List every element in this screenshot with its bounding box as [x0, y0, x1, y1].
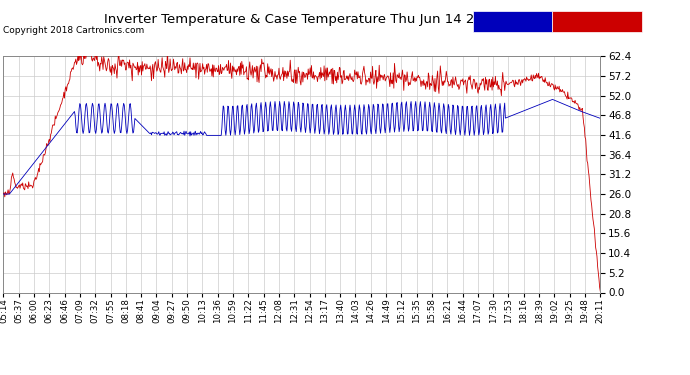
Text: Inverter  (°C): Inverter (°C) — [554, 16, 636, 27]
Text: Case  (°C): Case (°C) — [475, 16, 533, 27]
Text: Inverter Temperature & Case Temperature Thu Jun 14 20:29: Inverter Temperature & Case Temperature … — [104, 13, 504, 26]
Text: Copyright 2018 Cartronics.com: Copyright 2018 Cartronics.com — [3, 26, 145, 35]
